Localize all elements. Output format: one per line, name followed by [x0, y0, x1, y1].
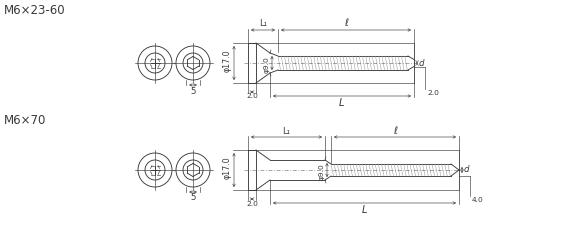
- Text: d: d: [464, 165, 469, 174]
- Text: L₁: L₁: [283, 127, 291, 135]
- Text: 2.0: 2.0: [246, 200, 258, 207]
- Text: 4.0: 4.0: [472, 197, 484, 203]
- Text: L: L: [339, 98, 345, 108]
- Text: 2.0: 2.0: [246, 94, 258, 99]
- Text: φ17.0: φ17.0: [223, 157, 232, 179]
- Text: ℓ: ℓ: [344, 19, 348, 29]
- Text: φ9.0: φ9.0: [319, 164, 325, 180]
- Text: 5: 5: [190, 86, 196, 95]
- Text: L: L: [361, 205, 367, 215]
- Text: φ17.0: φ17.0: [223, 50, 232, 72]
- Text: d: d: [419, 59, 424, 68]
- Text: M6×70: M6×70: [4, 114, 46, 127]
- Text: M6×23-60: M6×23-60: [4, 4, 66, 17]
- Text: 5: 5: [190, 193, 196, 203]
- Text: L₁: L₁: [259, 20, 267, 29]
- Text: ℓ: ℓ: [393, 125, 397, 135]
- Text: 2.0: 2.0: [427, 90, 439, 96]
- Text: φ9.0: φ9.0: [264, 57, 270, 73]
- Bar: [248, 43, 256, 83]
- Bar: [248, 150, 256, 190]
